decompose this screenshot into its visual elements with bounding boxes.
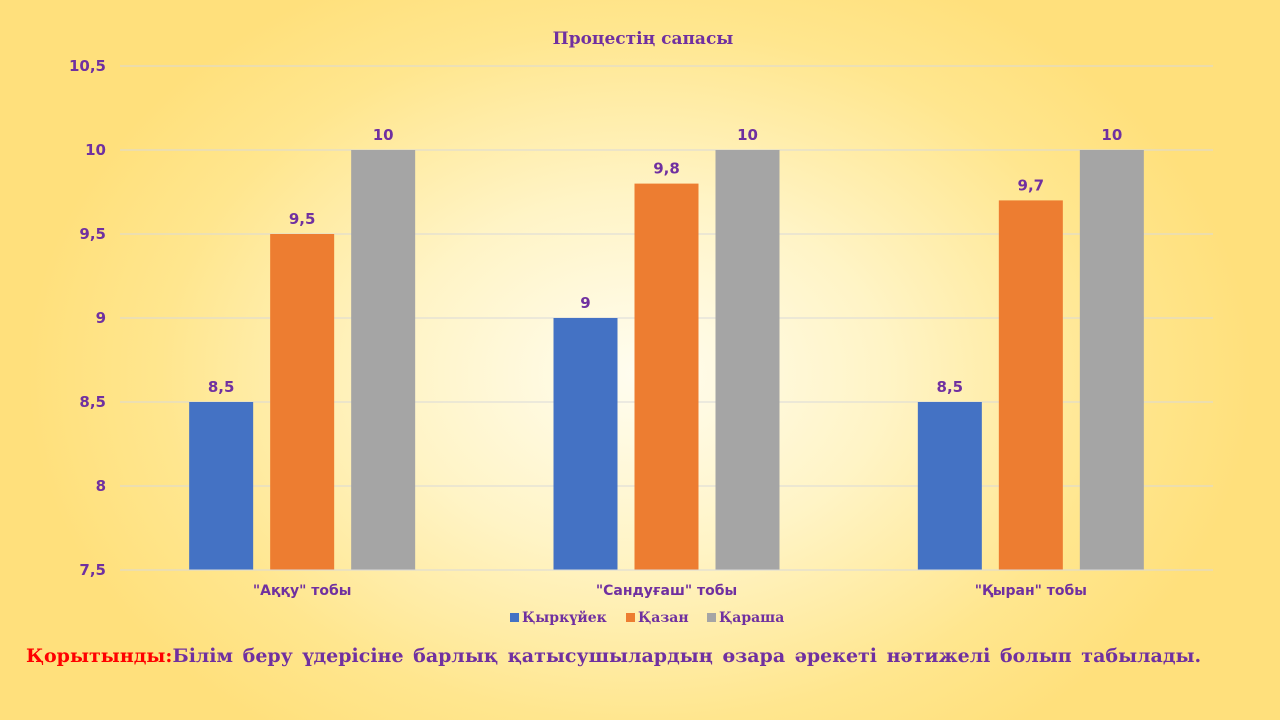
data-label: 9,5 (289, 210, 316, 228)
conclusion-text: Қорытынды:Білім беру үдерісіне барлық қа… (26, 645, 1201, 667)
bar (270, 234, 335, 570)
data-label: 8,5 (208, 378, 235, 396)
y-tick-label: 9 (96, 309, 106, 327)
bar (553, 318, 618, 570)
bar (634, 183, 699, 570)
chart-title: Процестің сапасы (553, 29, 734, 49)
bar (917, 402, 982, 570)
y-tick-label: 8 (96, 477, 106, 495)
y-tick-label: 10 (85, 141, 106, 159)
y-tick-label: 10,5 (69, 57, 106, 75)
bar (715, 150, 780, 570)
y-tick-label: 8,5 (79, 393, 106, 411)
y-axis: 7,5 8 8,5 9 9,5 10 10,5 (69, 57, 106, 579)
data-labels: 8,5 9,5 10 9 9,8 10 8,5 9,7 10 (208, 126, 1122, 396)
bar (1079, 150, 1144, 570)
legend-swatch (707, 613, 716, 622)
data-label: 10 (737, 126, 758, 144)
legend-label: Қазан (638, 610, 689, 626)
data-label: 9 (580, 294, 590, 312)
data-label: 10 (373, 126, 394, 144)
conclusion-body: Білім беру үдерісіне барлық қатысушылард… (172, 645, 1202, 667)
category-label: "Аққу" тобы (253, 583, 352, 599)
chart-legend: Қыркүйек Қазан Қараша (510, 609, 784, 626)
x-axis: "Аққу" тобы "Сандуғаш" тобы "Қыран" тобы (120, 569, 1213, 599)
legend-swatch (626, 613, 635, 622)
chart-bars (189, 150, 1144, 570)
bar (998, 200, 1063, 570)
category-label: "Қыран" тобы (975, 583, 1087, 599)
bar (189, 402, 254, 570)
category-label: "Сандуғаш" тобы (596, 583, 737, 599)
legend-label: Қыркүйек (522, 609, 607, 626)
bar (351, 150, 416, 570)
conclusion-lead: Қорытынды: (26, 645, 173, 667)
legend-label: Қараша (719, 610, 784, 626)
data-label: 10 (1101, 126, 1122, 144)
legend-swatch (510, 613, 519, 622)
data-label: 9,7 (1018, 176, 1045, 194)
y-tick-label: 7,5 (79, 561, 106, 579)
data-label: 9,8 (653, 160, 680, 178)
y-tick-label: 9,5 (79, 225, 106, 243)
bar-chart: Процестің сапасы 7,5 8 8,5 9 9,5 10 10,5 8,5 9,… (69, 29, 1213, 626)
data-label: 8,5 (937, 378, 964, 396)
